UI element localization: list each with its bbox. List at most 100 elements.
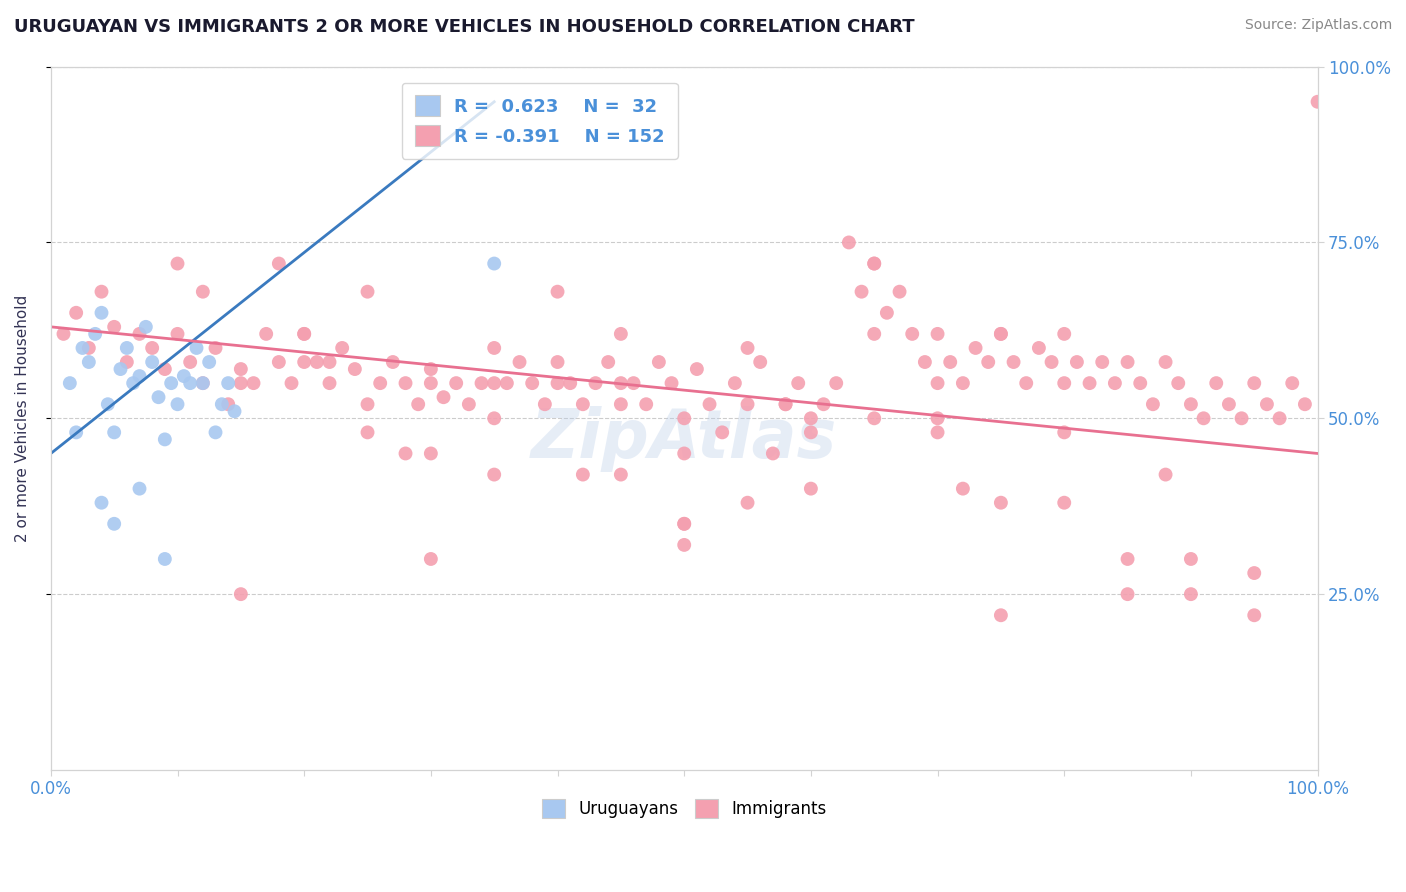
Point	[419, 362, 441, 376]
Point	[1028, 341, 1050, 355]
Point	[990, 608, 1012, 623]
Point	[482, 256, 505, 270]
Point	[419, 552, 441, 566]
Point	[103, 516, 125, 531]
Point	[432, 390, 454, 404]
Point	[72, 341, 94, 355]
Y-axis label: 2 or more Vehicles in Household: 2 or more Vehicles in Household	[15, 294, 30, 542]
Point	[153, 362, 176, 376]
Point	[292, 326, 315, 341]
Point	[1142, 397, 1164, 411]
Point	[990, 326, 1012, 341]
Point	[1180, 552, 1202, 566]
Point	[1167, 376, 1189, 391]
Point	[356, 425, 378, 440]
Point	[1002, 355, 1025, 369]
Point	[572, 397, 595, 411]
Point	[990, 496, 1012, 510]
Point	[148, 390, 170, 404]
Point	[927, 425, 949, 440]
Point	[198, 355, 221, 369]
Point	[59, 376, 82, 391]
Point	[673, 446, 696, 460]
Point	[509, 355, 531, 369]
Text: Source: ZipAtlas.com: Source: ZipAtlas.com	[1244, 18, 1392, 32]
Point	[1243, 608, 1265, 623]
Point	[952, 376, 974, 391]
Point	[356, 397, 378, 411]
Point	[90, 285, 112, 299]
Point	[482, 341, 505, 355]
Point	[1294, 397, 1316, 411]
Point	[1053, 376, 1076, 391]
Point	[914, 355, 936, 369]
Point	[1154, 355, 1177, 369]
Point	[141, 341, 163, 355]
Point	[1230, 411, 1253, 425]
Point	[280, 376, 302, 391]
Point	[1104, 376, 1126, 391]
Point	[673, 538, 696, 552]
Point	[97, 397, 120, 411]
Point	[547, 376, 569, 391]
Point	[229, 587, 252, 601]
Point	[103, 425, 125, 440]
Point	[160, 376, 183, 391]
Point	[711, 425, 734, 440]
Point	[153, 552, 176, 566]
Point	[204, 425, 226, 440]
Point	[927, 326, 949, 341]
Point	[330, 341, 353, 355]
Point	[1116, 355, 1139, 369]
Point	[394, 376, 416, 391]
Point	[217, 397, 239, 411]
Point	[217, 376, 239, 391]
Point	[90, 496, 112, 510]
Point	[1256, 397, 1278, 411]
Point	[598, 355, 620, 369]
Point	[77, 341, 100, 355]
Point	[186, 341, 208, 355]
Point	[1116, 587, 1139, 601]
Point	[673, 516, 696, 531]
Point	[122, 376, 145, 391]
Point	[1040, 355, 1063, 369]
Point	[128, 326, 150, 341]
Point	[1078, 376, 1101, 391]
Point	[1154, 467, 1177, 482]
Point	[1243, 376, 1265, 391]
Point	[534, 397, 557, 411]
Point	[610, 467, 633, 482]
Point	[673, 411, 696, 425]
Point	[737, 341, 759, 355]
Point	[673, 516, 696, 531]
Point	[610, 376, 633, 391]
Point	[318, 355, 340, 369]
Point	[863, 411, 886, 425]
Point	[686, 362, 709, 376]
Point	[775, 397, 797, 411]
Point	[1281, 376, 1303, 391]
Point	[153, 433, 176, 447]
Point	[470, 376, 492, 391]
Point	[547, 285, 569, 299]
Point	[737, 397, 759, 411]
Point	[1053, 425, 1076, 440]
Point	[927, 376, 949, 391]
Point	[368, 376, 391, 391]
Point	[211, 397, 233, 411]
Point	[292, 355, 315, 369]
Point	[889, 285, 911, 299]
Point	[419, 376, 441, 391]
Point	[661, 376, 683, 391]
Point	[204, 341, 226, 355]
Point	[560, 376, 582, 391]
Point	[267, 355, 290, 369]
Point	[1205, 376, 1227, 391]
Point	[876, 306, 898, 320]
Point	[1015, 376, 1038, 391]
Point	[84, 326, 107, 341]
Point	[224, 404, 246, 418]
Point	[128, 369, 150, 384]
Point	[1066, 355, 1088, 369]
